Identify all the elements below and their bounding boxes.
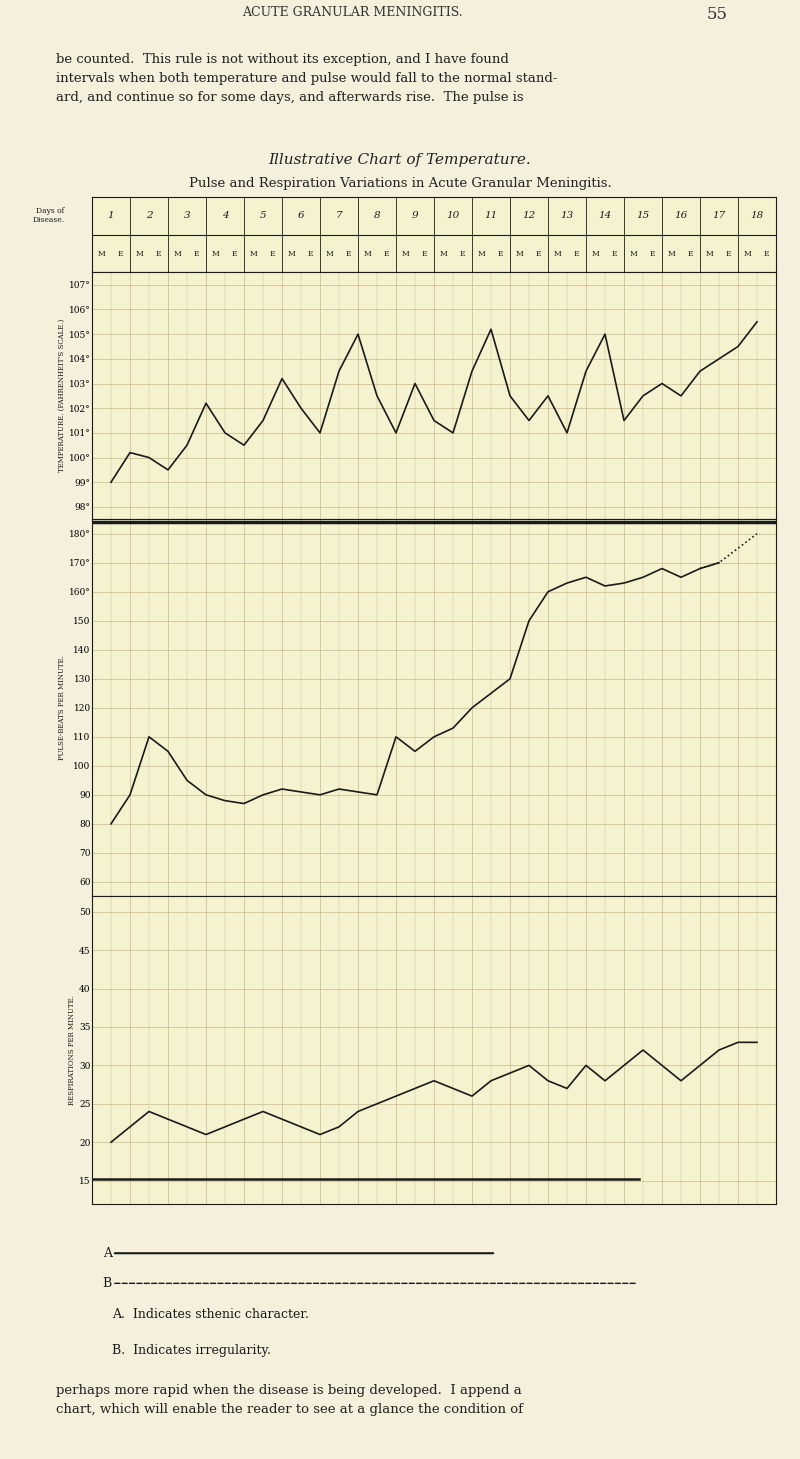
Text: ACUTE GRANULAR MENINGITIS.: ACUTE GRANULAR MENINGITIS. <box>242 6 462 19</box>
Text: E: E <box>156 249 162 258</box>
Text: 6: 6 <box>298 212 304 220</box>
Text: 10: 10 <box>446 212 460 220</box>
Text: 7: 7 <box>336 212 342 220</box>
Text: E: E <box>726 249 731 258</box>
Text: E: E <box>574 249 579 258</box>
Text: M: M <box>516 249 523 258</box>
Text: E: E <box>270 249 275 258</box>
Text: Illustrative Chart of Temperature.: Illustrative Chart of Temperature. <box>269 153 531 166</box>
Text: M: M <box>326 249 334 258</box>
Text: 8: 8 <box>374 212 380 220</box>
Text: E: E <box>308 249 314 258</box>
Text: E: E <box>346 249 351 258</box>
Text: M: M <box>706 249 714 258</box>
Text: E: E <box>460 249 466 258</box>
Text: A: A <box>103 1247 112 1259</box>
Text: 11: 11 <box>484 212 498 220</box>
Text: M: M <box>212 249 219 258</box>
Text: 9: 9 <box>412 212 418 220</box>
Text: M: M <box>364 249 371 258</box>
Text: E: E <box>118 249 123 258</box>
Text: 12: 12 <box>522 212 536 220</box>
Text: M: M <box>250 249 258 258</box>
Text: A.  Indicates sthenic character.: A. Indicates sthenic character. <box>112 1309 309 1322</box>
Text: M: M <box>592 249 599 258</box>
Text: 5: 5 <box>260 212 266 220</box>
Text: Days of
Disease.: Days of Disease. <box>33 207 65 225</box>
Text: 14: 14 <box>598 212 612 220</box>
Text: 18: 18 <box>750 212 764 220</box>
Text: M: M <box>668 249 675 258</box>
Text: M: M <box>402 249 410 258</box>
Text: M: M <box>440 249 447 258</box>
Text: M: M <box>630 249 638 258</box>
Text: B: B <box>102 1277 112 1290</box>
Text: E: E <box>232 249 238 258</box>
Text: 4: 4 <box>222 212 228 220</box>
Text: M: M <box>174 249 182 258</box>
Text: E: E <box>650 249 655 258</box>
Text: 13: 13 <box>560 212 574 220</box>
Text: 55: 55 <box>707 6 728 23</box>
Text: E: E <box>384 249 390 258</box>
Text: M: M <box>136 249 143 258</box>
Text: Pulse and Respiration Variations in Acute Granular Meningitis.: Pulse and Respiration Variations in Acut… <box>189 177 611 190</box>
Text: E: E <box>422 249 427 258</box>
Text: E: E <box>612 249 618 258</box>
Text: 1: 1 <box>108 212 114 220</box>
Text: M: M <box>98 249 106 258</box>
Text: M: M <box>478 249 486 258</box>
Y-axis label: TEMPERATURE. (FAHRENHEIT'S SCALE.): TEMPERATURE. (FAHRENHEIT'S SCALE.) <box>58 320 66 473</box>
Text: be counted.  This rule is not without its exception, and I have found
intervals : be counted. This rule is not without its… <box>56 53 558 104</box>
Y-axis label: PULSE-BEATS PER MINUTE.: PULSE-BEATS PER MINUTE. <box>58 655 66 760</box>
Text: 2: 2 <box>146 212 152 220</box>
Text: E: E <box>764 249 770 258</box>
Text: E: E <box>536 249 542 258</box>
Text: 17: 17 <box>712 212 726 220</box>
Y-axis label: RESPIRATIONS PER MINUTE.: RESPIRATIONS PER MINUTE. <box>68 995 76 1104</box>
Text: 15: 15 <box>636 212 650 220</box>
Text: 16: 16 <box>674 212 688 220</box>
Text: M: M <box>744 249 751 258</box>
Text: M: M <box>554 249 562 258</box>
Text: perhaps more rapid when the disease is being developed.  I append a
chart, which: perhaps more rapid when the disease is b… <box>56 1383 523 1415</box>
Text: M: M <box>288 249 295 258</box>
Text: B.  Indicates irregularity.: B. Indicates irregularity. <box>112 1344 271 1357</box>
Text: E: E <box>498 249 503 258</box>
Text: E: E <box>194 249 199 258</box>
Text: 3: 3 <box>184 212 190 220</box>
Text: E: E <box>688 249 694 258</box>
